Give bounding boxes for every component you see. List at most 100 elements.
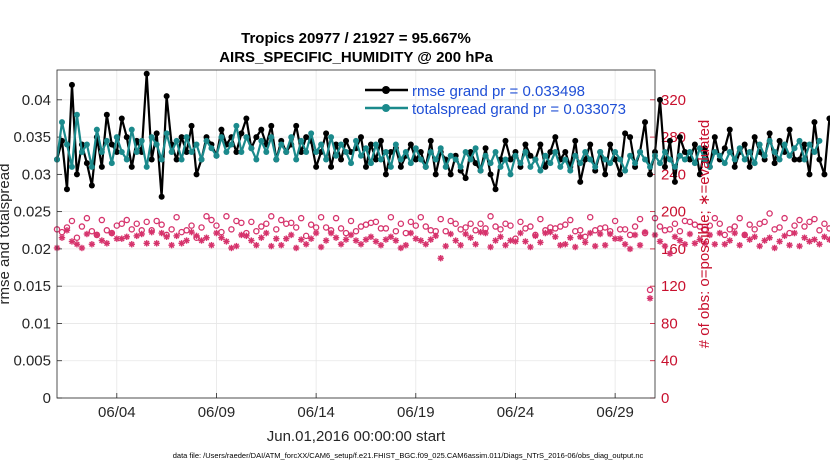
rmse-point bbox=[328, 163, 335, 170]
asterisk-stroke bbox=[403, 242, 409, 248]
possible-obs-marker bbox=[731, 223, 738, 230]
totalspread-point bbox=[497, 163, 504, 170]
evaluated-obs-marker bbox=[587, 229, 594, 237]
asterisk-stroke bbox=[288, 232, 295, 238]
chart-title: Tropics 20977 / 21927 = 95.667% bbox=[241, 30, 471, 47]
totalspread-point bbox=[158, 156, 165, 163]
asterisk-stroke bbox=[617, 235, 623, 242]
totalspread-point bbox=[542, 152, 549, 159]
asterisk-stroke bbox=[462, 231, 469, 237]
rmse-point bbox=[691, 141, 698, 148]
totalspread-point bbox=[422, 163, 429, 170]
totalspread-point bbox=[253, 156, 260, 163]
evaluated-obs-marker bbox=[791, 229, 798, 237]
totalspread-point bbox=[218, 134, 225, 141]
totalspread-point bbox=[233, 122, 240, 129]
asterisk-stroke bbox=[522, 238, 529, 245]
possible-obs-marker bbox=[173, 213, 180, 221]
asterisk-stroke bbox=[487, 244, 494, 250]
asterisk-stroke bbox=[527, 244, 534, 250]
totalspread-point bbox=[417, 156, 424, 163]
totalspread-point bbox=[756, 141, 763, 148]
asterisk-stroke bbox=[238, 232, 245, 238]
rmse-point bbox=[108, 141, 115, 148]
totalspread-point bbox=[328, 134, 335, 141]
asterisk-stroke bbox=[353, 237, 359, 244]
asterisk-stroke bbox=[766, 234, 773, 241]
totalspread-point bbox=[113, 134, 120, 141]
totalspread-point bbox=[477, 167, 484, 174]
totalspread-point bbox=[467, 156, 474, 163]
evaluated-obs-marker bbox=[542, 229, 549, 237]
totalspread-point bbox=[711, 149, 718, 155]
asterisk-stroke bbox=[647, 295, 653, 302]
asterisk-stroke bbox=[313, 230, 319, 236]
totalspread-point bbox=[686, 149, 693, 155]
evaluated-obs-marker bbox=[537, 239, 544, 246]
totalspread-point bbox=[482, 152, 489, 159]
asterisk-stroke bbox=[562, 241, 569, 248]
possible-obs-marker bbox=[621, 226, 629, 233]
totalspread-point bbox=[268, 134, 275, 141]
totalspread-point bbox=[382, 149, 389, 155]
evaluated-obs-marker bbox=[337, 241, 345, 248]
evaluated-obs-marker bbox=[178, 240, 185, 247]
asterisk-stroke bbox=[408, 230, 414, 236]
totalspread-point bbox=[537, 167, 544, 174]
possible-obs-marker bbox=[168, 226, 175, 233]
asterisk-stroke bbox=[781, 233, 788, 239]
evaluated-obs-marker bbox=[218, 234, 225, 241]
legend-rmse-label: rmse grand pr = 0.033498 bbox=[412, 83, 585, 100]
asterisk-stroke bbox=[398, 245, 404, 251]
evaluated-obs-marker bbox=[258, 234, 265, 241]
asterisk-stroke bbox=[59, 234, 65, 241]
asterisk-stroke bbox=[253, 242, 260, 248]
evaluated-obs-marker bbox=[128, 241, 135, 248]
totalspread-point bbox=[741, 156, 748, 163]
totalspread-point bbox=[68, 163, 75, 170]
totalspread-point bbox=[781, 141, 788, 148]
rmse-point bbox=[771, 160, 778, 167]
possible-obs-marker bbox=[577, 227, 584, 234]
rmse-point bbox=[572, 137, 579, 144]
totalspread-point bbox=[577, 160, 584, 167]
evaluated-obs-marker bbox=[661, 242, 669, 250]
evaluated-obs-marker bbox=[317, 243, 325, 251]
possible-obs-marker bbox=[452, 220, 459, 227]
asterisk-stroke bbox=[248, 237, 255, 244]
evaluated-obs-marker bbox=[746, 236, 753, 243]
evaluated-obs-marker bbox=[168, 241, 175, 249]
evaluated-obs-marker bbox=[188, 228, 195, 236]
possible-obs-marker bbox=[477, 220, 484, 227]
possible-obs-marker bbox=[213, 222, 220, 229]
evaluated-obs-marker bbox=[402, 241, 410, 249]
evaluated-obs-marker bbox=[347, 231, 355, 239]
asterisk-stroke bbox=[707, 232, 713, 238]
possible-obs-marker bbox=[352, 227, 360, 235]
possible-obs-marker bbox=[302, 232, 310, 240]
asterisk-stroke bbox=[592, 243, 598, 249]
totalspread-point bbox=[278, 141, 285, 148]
totalspread-point bbox=[108, 160, 115, 167]
possible-obs-marker bbox=[796, 216, 803, 224]
evaluated-obs-marker bbox=[377, 241, 385, 249]
possible-obs-marker bbox=[153, 217, 160, 225]
asterisk-stroke bbox=[298, 236, 304, 243]
asterisk-stroke bbox=[188, 229, 195, 235]
rmse-point bbox=[472, 160, 479, 167]
asterisk-stroke bbox=[388, 234, 394, 240]
possible-obs-marker bbox=[198, 224, 205, 231]
asterisk-stroke bbox=[218, 234, 225, 241]
possible-obs-marker bbox=[686, 218, 694, 226]
asterisk-stroke bbox=[128, 241, 135, 248]
possible-obs-marker bbox=[631, 223, 639, 230]
totalspread-point bbox=[392, 141, 399, 148]
asterisk-stroke bbox=[687, 231, 693, 237]
totalspread-point bbox=[716, 152, 723, 159]
totalspread-point bbox=[163, 130, 170, 137]
asterisk-stroke bbox=[582, 239, 589, 246]
evaluated-obs-marker bbox=[397, 244, 405, 252]
possible-obs-marker bbox=[203, 213, 210, 220]
evaluated-obs-marker bbox=[307, 235, 315, 242]
possible-obs-marker bbox=[751, 226, 758, 233]
